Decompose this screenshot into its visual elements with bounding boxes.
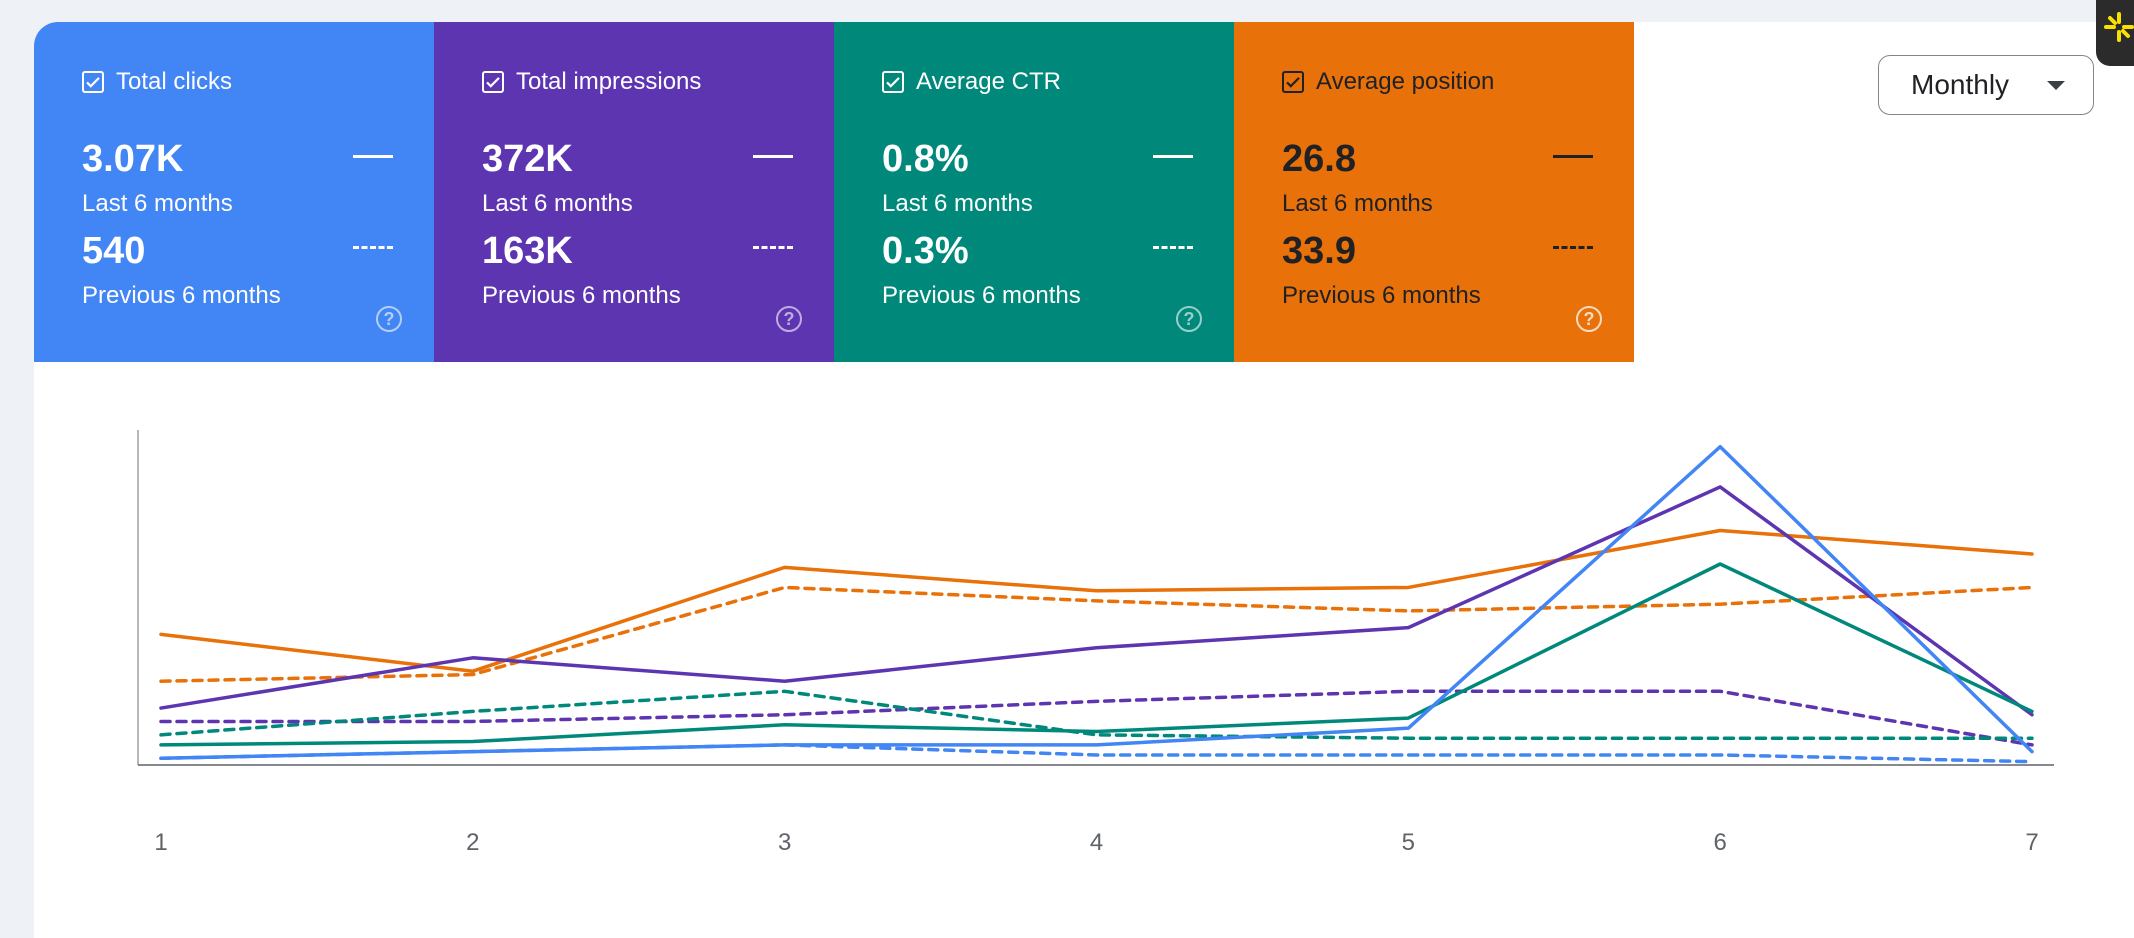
granularity-dropdown[interactable]: Monthly	[1878, 55, 2094, 115]
metric-card-average-position[interactable]: Average position 26.8 Last 6 months 33.9…	[1234, 22, 1634, 362]
checkbox-icon[interactable]	[482, 71, 504, 93]
current-value: 0.8%	[882, 138, 969, 180]
current-period: Last 6 months	[82, 190, 233, 217]
solid-line-key-icon	[353, 155, 393, 158]
previous-period: Previous 6 months	[82, 282, 281, 309]
metric-label: Average CTR	[916, 68, 1061, 95]
granularity-selected: Monthly	[1911, 69, 2010, 100]
sparkle-icon	[2104, 12, 2134, 42]
previous-value: 33.9	[1282, 230, 1356, 272]
metric-cards: Total clicks 3.07K Last 6 months 540 Pre…	[34, 22, 1634, 362]
metric-label: Average position	[1316, 68, 1495, 95]
previous-value: 540	[82, 230, 146, 272]
solid-line-key-icon	[753, 155, 793, 158]
current-value: 26.8	[1282, 138, 1356, 180]
current-value: 372K	[482, 138, 573, 180]
help-icon[interactable]: ?	[1176, 306, 1202, 332]
current-period: Last 6 months	[482, 190, 633, 217]
previous-period: Previous 6 months	[1282, 282, 1481, 309]
dashed-line-key-icon	[1153, 246, 1193, 249]
metric-card-total-impressions[interactable]: Total impressions 372K Last 6 months 163…	[434, 22, 834, 362]
caret-down-icon	[2047, 81, 2065, 90]
checkbox-icon[interactable]	[82, 71, 104, 93]
previous-period: Previous 6 months	[882, 282, 1081, 309]
dashed-line-key-icon	[1553, 246, 1593, 249]
current-period: Last 6 months	[882, 190, 1033, 217]
metric-card-average-ctr[interactable]: Average CTR 0.8% Last 6 months 0.3% Prev…	[834, 22, 1234, 362]
help-icon[interactable]: ?	[776, 306, 802, 332]
metric-label: Total impressions	[516, 68, 702, 95]
assistant-widget[interactable]	[2096, 0, 2134, 66]
dashed-line-key-icon	[753, 246, 793, 249]
help-icon[interactable]: ?	[1576, 306, 1602, 332]
current-period: Last 6 months	[1282, 190, 1433, 217]
solid-line-key-icon	[1153, 155, 1193, 158]
dashed-line-key-icon	[353, 246, 393, 249]
solid-line-key-icon	[1553, 155, 1593, 158]
checkbox-icon[interactable]	[882, 71, 904, 93]
previous-value: 163K	[482, 230, 573, 272]
metric-card-total-clicks[interactable]: Total clicks 3.07K Last 6 months 540 Pre…	[34, 22, 434, 362]
help-icon[interactable]: ?	[376, 306, 402, 332]
previous-value: 0.3%	[882, 230, 969, 272]
metric-label: Total clicks	[116, 68, 233, 95]
checkbox-icon[interactable]	[1282, 71, 1304, 93]
current-value: 3.07K	[82, 138, 184, 180]
previous-period: Previous 6 months	[482, 282, 681, 309]
